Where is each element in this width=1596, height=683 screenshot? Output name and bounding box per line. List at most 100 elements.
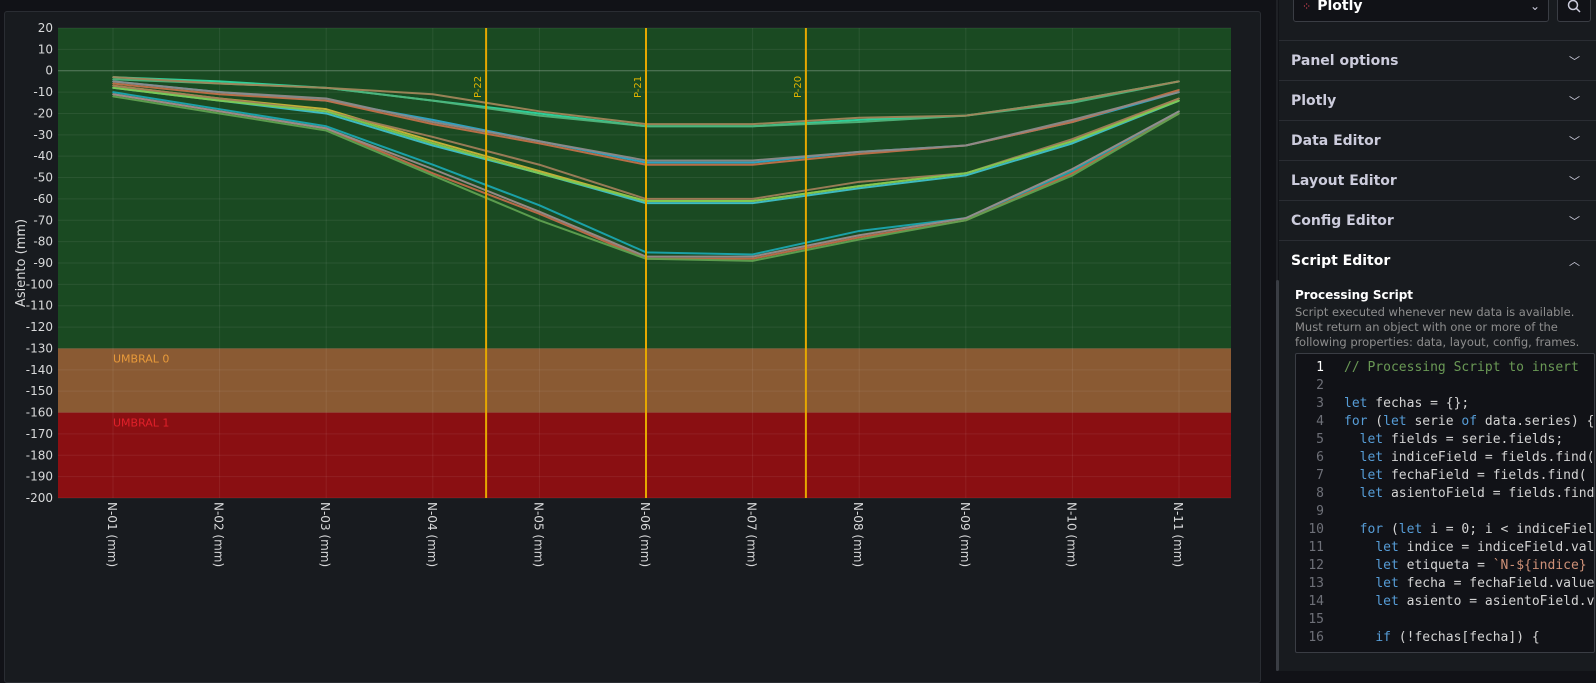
data-point [1178,80,1180,83]
code-token: let [1375,558,1399,573]
code-token: ( [1367,414,1384,429]
data-point [325,110,328,113]
line-number: 7 [1316,468,1324,483]
data-point [218,93,221,96]
line-number: 1 [1316,360,1324,375]
code-token [1344,432,1360,447]
code-line[interactable]: 15 [1296,611,1594,629]
line-number: 5 [1316,432,1324,447]
section-label: Config Editor [1291,212,1394,229]
code-line[interactable]: 11 let indice = indiceField.values [1296,539,1594,557]
code-line[interactable]: 13 let fecha = fechaField.values [1296,575,1594,593]
code-token: asientoField = fields.find( [1383,486,1595,501]
code-line[interactable]: 7 let fechaField = fields.find( [1296,467,1594,485]
data-point [1071,138,1074,140]
data-point [965,172,967,175]
data-point [325,97,328,100]
data-point [112,87,114,89]
data-point [432,142,434,145]
data-point [858,234,860,237]
code-line[interactable]: 5 let fields = serie.fields; [1296,431,1594,449]
data-point [112,84,114,87]
data-point [112,82,114,85]
data-point [325,112,328,115]
section-script-editor[interactable]: Script Editor ︿ [1279,240,1596,280]
data-point [751,257,754,260]
code-line[interactable]: 14 let asiento = asientoField.val [1296,593,1594,611]
code-line[interactable]: 10 for (let i = 0; i < indiceField [1296,521,1594,539]
data-point [751,123,754,125]
y-tick-label: -130 [26,341,53,355]
data-point [858,236,860,239]
data-point [751,198,754,200]
y-tick-label: 0 [45,64,53,78]
code-token: let [1398,522,1423,537]
section-config-editor[interactable]: Config Editor ﹀ [1279,200,1596,240]
section-layout-editor[interactable]: Layout Editor ﹀ [1279,160,1596,200]
code-token: let [1375,594,1399,609]
data-point [858,181,860,183]
code-line[interactable]: 6 let indiceField = fields.find( [1296,449,1594,467]
visualization-picker-row: ⁘ Plotly ⌄ [1293,0,1593,24]
code-line[interactable]: 12 let etiqueta = `N-${indice} [1296,557,1594,575]
section-label: Layout Editor [1291,172,1397,189]
search-button[interactable] [1557,0,1591,22]
data-point [218,97,221,100]
section-data-editor[interactable]: Data Editor ﹀ [1279,120,1596,160]
y-tick-label: -140 [26,363,53,377]
data-point [751,202,754,204]
line-number: 3 [1316,396,1324,411]
line-number: 11 [1308,540,1324,555]
options-pane: ⁘ Plotly ⌄ Panel options ﹀ Plotly ﹀ Data Edi… [1279,0,1596,671]
y-tick-label: -20 [33,106,53,120]
y-tick-label: -80 [33,235,53,249]
reference-line-label: P-22 [473,76,484,98]
code-line[interactable]: 3 let fechas = {}; [1296,395,1594,413]
y-tick-label: -10 [33,85,53,99]
code-editor[interactable]: 1 // Processing Script to insert 2 3 let fec… [1295,353,1595,653]
code-line[interactable]: 16 if (!fechas[fecha]) { [1296,629,1594,647]
y-tick-label: -170 [26,427,53,441]
data-point [432,121,434,123]
data-point [751,159,754,162]
data-point [1178,99,1180,102]
section-plotly[interactable]: Plotly ﹀ [1279,80,1596,120]
section-panel-options[interactable]: Panel options ﹀ [1279,40,1596,80]
data-point [325,99,328,102]
data-point [538,172,541,175]
data-point [858,187,860,190]
data-point [965,219,967,222]
code-line[interactable]: 9 [1296,503,1594,521]
line-number: 13 [1308,576,1324,591]
code-token: let [1375,540,1399,555]
code-line[interactable]: 1 // Processing Script to insert [1296,359,1594,377]
data-point [965,174,967,177]
visualization-select[interactable]: ⁘ Plotly ⌄ [1293,0,1549,22]
code-token: // Processing Script to insert [1344,360,1579,375]
y-tick-label: -70 [33,213,53,227]
data-point [538,170,541,172]
code-token [1344,522,1360,537]
data-point [1178,97,1180,100]
line-number: 6 [1316,450,1324,465]
data-point [112,78,114,81]
data-point [218,108,221,110]
code-token: for [1359,522,1384,537]
code-line[interactable]: 4 for (let serie of data.series) { [1296,413,1594,431]
data-point [432,93,434,96]
code-line[interactable]: 8 let asientoField = fields.find( [1296,485,1595,503]
code-line[interactable]: 2 [1296,377,1594,395]
data-point [325,108,328,110]
data-point [325,87,328,89]
reference-line-label: P-20 [793,76,804,98]
x-tick-label: N-03 (mm) [318,502,332,567]
data-point [858,116,860,119]
x-tick-label: N-07 (mm) [745,502,759,567]
code-token: (!fechas[fecha]) { [1390,630,1540,645]
options-scrollbar[interactable] [1276,280,1279,671]
x-tick-label: N-10 (mm) [1064,502,1078,567]
x-tick-label: N-01 (mm) [105,502,119,567]
data-point [218,91,221,93]
code-token: let [1359,432,1384,447]
x-tick-label: N-05 (mm) [531,502,545,567]
